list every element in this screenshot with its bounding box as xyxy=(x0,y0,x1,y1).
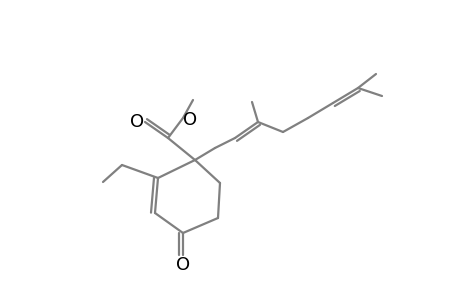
Text: O: O xyxy=(183,111,196,129)
Text: O: O xyxy=(129,113,144,131)
Text: O: O xyxy=(175,256,190,274)
